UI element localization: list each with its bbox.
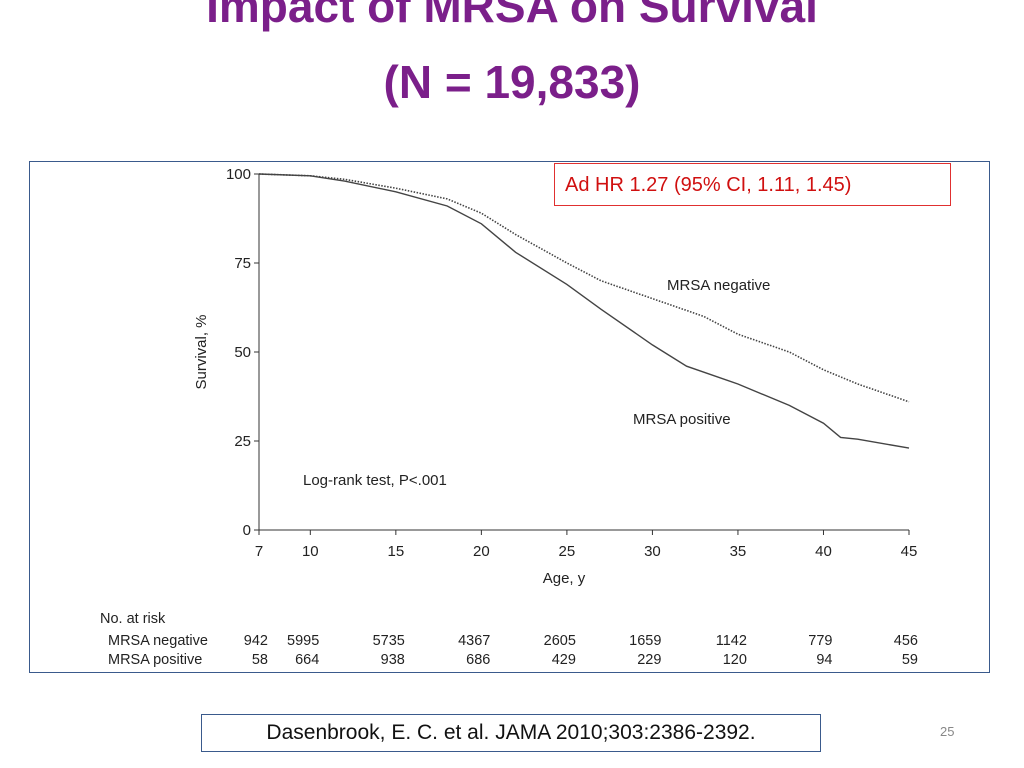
risk-cell: 779 [808, 633, 832, 649]
y-axis-label: Survival, % [193, 314, 210, 389]
series-label-mrsa-negative: MRSA negative [667, 277, 770, 294]
y-tick-label: 25 [234, 433, 251, 450]
risk-cell: 456 [894, 633, 918, 649]
risk-cell: 686 [466, 652, 490, 668]
y-tick-label: 0 [243, 522, 251, 539]
risk-cell: 58 [252, 652, 268, 668]
series-line-mrsa-positive [258, 173, 910, 449]
risk-cell: 1659 [629, 633, 661, 649]
series-line-mrsa-negative [258, 173, 910, 403]
slide-title-line1: Impact of MRSA on Survival [206, 0, 818, 32]
citation: Dasenbrook, E. C. et al. JAMA 2010;303:2… [201, 714, 821, 752]
risk-cell: 94 [816, 652, 832, 668]
x-tick-label: 35 [730, 543, 747, 560]
risk-cell: 59 [902, 652, 918, 668]
risk-cell: 5735 [373, 633, 405, 649]
x-tick-label: 10 [302, 543, 319, 560]
x-tick-label: 30 [644, 543, 661, 560]
risk-cell: 120 [723, 652, 747, 668]
x-tick-label: 15 [387, 543, 404, 560]
risk-row-label: MRSA negative [108, 633, 208, 649]
x-tick-label: 20 [473, 543, 490, 560]
risk-row-label: MRSA positive [108, 652, 202, 668]
risk-table-title: No. at risk [100, 611, 166, 627]
risk-cell: 2605 [544, 633, 576, 649]
x-tick-label: 40 [815, 543, 832, 560]
risk-cell: 229 [637, 652, 661, 668]
x-axis-label: Age, y [543, 570, 586, 587]
slide-number: 25 [940, 724, 955, 739]
risk-cell: 938 [381, 652, 405, 668]
risk-cell: 1142 [716, 633, 747, 649]
risk-cell: 4367 [458, 633, 490, 649]
series-label-mrsa-positive: MRSA positive [633, 411, 731, 428]
survival-chart: 0 25 50 75 100 7 10 15 20 25 30 35 40 45 Age, y Surviva… [100, 166, 918, 668]
y-tick-label: 50 [234, 344, 251, 361]
risk-cell: 429 [552, 652, 576, 668]
hazard-ratio-annotation: Ad HR 1.27 (95% CI, 1.11, 1.45) [554, 163, 951, 206]
log-rank-annotation: Log-rank test, P<.001 [303, 472, 447, 489]
x-tick-label: 25 [559, 543, 576, 560]
y-tick-label: 100 [226, 166, 251, 183]
risk-cell: 5995 [287, 633, 319, 649]
slide-title-line2: (N = 19,833) [383, 56, 641, 108]
risk-cell: 664 [295, 652, 319, 668]
x-tick-label: 45 [901, 543, 918, 560]
risk-cell: 942 [244, 633, 268, 649]
chart-frame: 0 25 50 75 100 7 10 15 20 25 30 35 40 45 Age, y Surviva… [29, 161, 990, 673]
x-tick-label: 7 [255, 543, 263, 560]
y-tick-label: 75 [234, 255, 251, 272]
